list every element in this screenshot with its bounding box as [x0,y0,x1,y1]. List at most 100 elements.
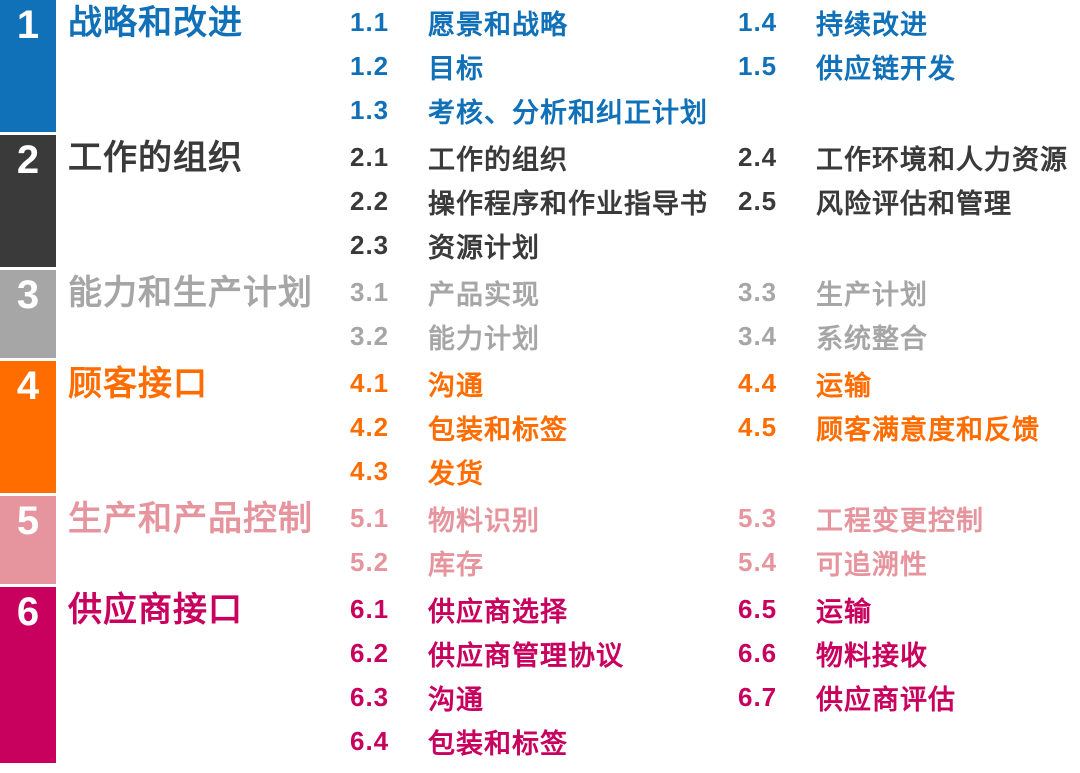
item-number: 3.1 [350,276,390,307]
item-label: 物料识别 [428,505,540,536]
item-label: 能力计划 [428,323,540,354]
list-item-5.2: 5.2 库存 [350,540,738,584]
item-label: 包装和标签 [428,728,568,759]
list-item-6.4: 6.4 包装和标签 [350,719,738,763]
section-title: 供应商接口 [68,591,243,629]
item-number: 4.5 [738,411,778,442]
item-label: 系统整合 [816,323,928,354]
item-number: 2.3 [350,229,390,260]
section-items-column-right: 2.4 工作环境和人力资源 2.5 风险评估和管理 [738,135,1080,267]
item-number: 2.4 [738,141,778,172]
item-number: 5.2 [350,546,390,577]
section-items-column-left: 2.1 工作的组织 2.2 操作程序和作业指导书 2.3 资源计划 [350,135,738,267]
item-number: 2.5 [738,185,778,216]
section-items-column-left: 4.1 沟通 4.2 包装和标签 4.3 发货 [350,361,738,493]
item-number: 6.6 [738,637,778,668]
item-label: 可追溯性 [816,549,928,580]
list-item-4.4: 4.4 运输 [738,361,1080,405]
item-label: 沟通 [428,370,484,401]
item-label: 工作环境和人力资源 [816,144,1068,175]
list-item-2.5: 2.5 风险评估和管理 [738,179,1080,223]
list-item-2.1: 2.1 工作的组织 [350,135,738,179]
section-number: 5 [16,499,40,543]
section-items-column-right: 3.3 生产计划 3.4 系统整合 [738,270,1080,358]
item-number: 4.2 [350,411,390,442]
item-label: 物料接收 [816,640,928,671]
item-number: 6.7 [738,681,778,712]
item-label: 资源计划 [428,232,540,263]
section-row-5: 5 生产和产品控制 5.1 物料识别 5.2 库存 5.3 工程变更控制 5.4… [0,496,1080,584]
section-title: 战略和改进 [68,4,243,42]
section-items-column-left: 3.1 产品实现 3.2 能力计划 [350,270,738,358]
section-number-bar: 1 [0,0,56,132]
list-item-4.2: 4.2 包装和标签 [350,405,738,449]
item-number: 1.2 [350,50,390,81]
item-number: 6.3 [350,681,390,712]
item-label: 产品实现 [428,279,540,310]
list-item-3.4: 3.4 系统整合 [738,314,1080,358]
list-item-5.3: 5.3 工程变更控制 [738,496,1080,540]
item-number: 1.5 [738,50,778,81]
item-label: 包装和标签 [428,414,568,445]
section-row-1: 1 战略和改进 1.1 愿景和战略 1.2 目标 1.3 考核、分析和纠正计划 … [0,0,1080,132]
item-number: 6.4 [350,725,390,756]
section-row-6: 6 供应商接口 6.1 供应商选择 6.2 供应商管理协议 6.3 沟通 6.4… [0,587,1080,763]
item-number: 4.4 [738,367,778,398]
section-number: 1 [16,3,40,47]
section-number: 6 [16,590,40,634]
item-label: 风险评估和管理 [816,188,1012,219]
item-number: 3.3 [738,276,778,307]
item-label: 考核、分析和纠正计划 [428,97,708,128]
list-item-3.2: 3.2 能力计划 [350,314,738,358]
list-item-4.3: 4.3 发货 [350,449,738,493]
section-items-column-right: 4.4 运输 4.5 顾客满意度和反馈 [738,361,1080,493]
list-item-5.4: 5.4 可追溯性 [738,540,1080,584]
list-item-6.3: 6.3 沟通 [350,675,738,719]
section-title: 生产和产品控制 [68,500,313,538]
list-item-1.3: 1.3 考核、分析和纠正计划 [350,88,738,132]
list-item-1.5: 1.5 供应链开发 [738,44,1080,88]
item-label: 顾客满意度和反馈 [816,414,1040,445]
section-number: 2 [16,138,40,182]
section-row-4: 4 顾客接口 4.1 沟通 4.2 包装和标签 4.3 发货 4.4 运输 4.… [0,361,1080,493]
item-number: 5.4 [738,546,778,577]
item-label: 愿景和战略 [428,9,568,40]
list-item-3.3: 3.3 生产计划 [738,270,1080,314]
item-label: 操作程序和作业指导书 [428,188,708,219]
section-items-column-left: 1.1 愿景和战略 1.2 目标 1.3 考核、分析和纠正计划 [350,0,738,132]
item-label: 供应商选择 [428,596,568,627]
item-number: 6.2 [350,637,390,668]
section-number: 3 [16,273,40,317]
item-number: 6.5 [738,593,778,624]
section-number-bar: 3 [0,270,56,358]
section-number-bar: 6 [0,587,56,763]
list-item-4.1: 4.1 沟通 [350,361,738,405]
item-number: 3.2 [350,320,390,351]
item-number: 4.1 [350,367,390,398]
item-number: 5.3 [738,502,778,533]
section-number: 4 [16,364,40,408]
item-label: 供应商管理协议 [428,640,624,671]
list-item-2.3: 2.3 资源计划 [350,223,738,267]
item-label: 运输 [816,596,872,627]
section-title: 顾客接口 [68,365,208,403]
list-item-6.6: 6.6 物料接收 [738,631,1080,675]
section-title: 工作的组织 [68,139,243,177]
list-item-3.1: 3.1 产品实现 [350,270,738,314]
section-number-bar: 2 [0,135,56,267]
item-label: 持续改进 [816,9,928,40]
section-number-bar: 4 [0,361,56,493]
section-row-3: 3 能力和生产计划 3.1 产品实现 3.2 能力计划 3.3 生产计划 3.4… [0,270,1080,358]
section-items-column-left: 5.1 物料识别 5.2 库存 [350,496,738,584]
section-title: 能力和生产计划 [68,274,313,312]
list-item-4.5: 4.5 顾客满意度和反馈 [738,405,1080,449]
list-item-1.2: 1.2 目标 [350,44,738,88]
item-label: 发货 [428,458,484,489]
list-item-6.5: 6.5 运输 [738,587,1080,631]
item-label: 供应链开发 [816,53,956,84]
section-items-column-right: 1.4 持续改进 1.5 供应链开发 [738,0,1080,132]
item-label: 工作的组织 [428,144,568,175]
item-label: 运输 [816,370,872,401]
item-label: 供应商评估 [816,684,956,715]
